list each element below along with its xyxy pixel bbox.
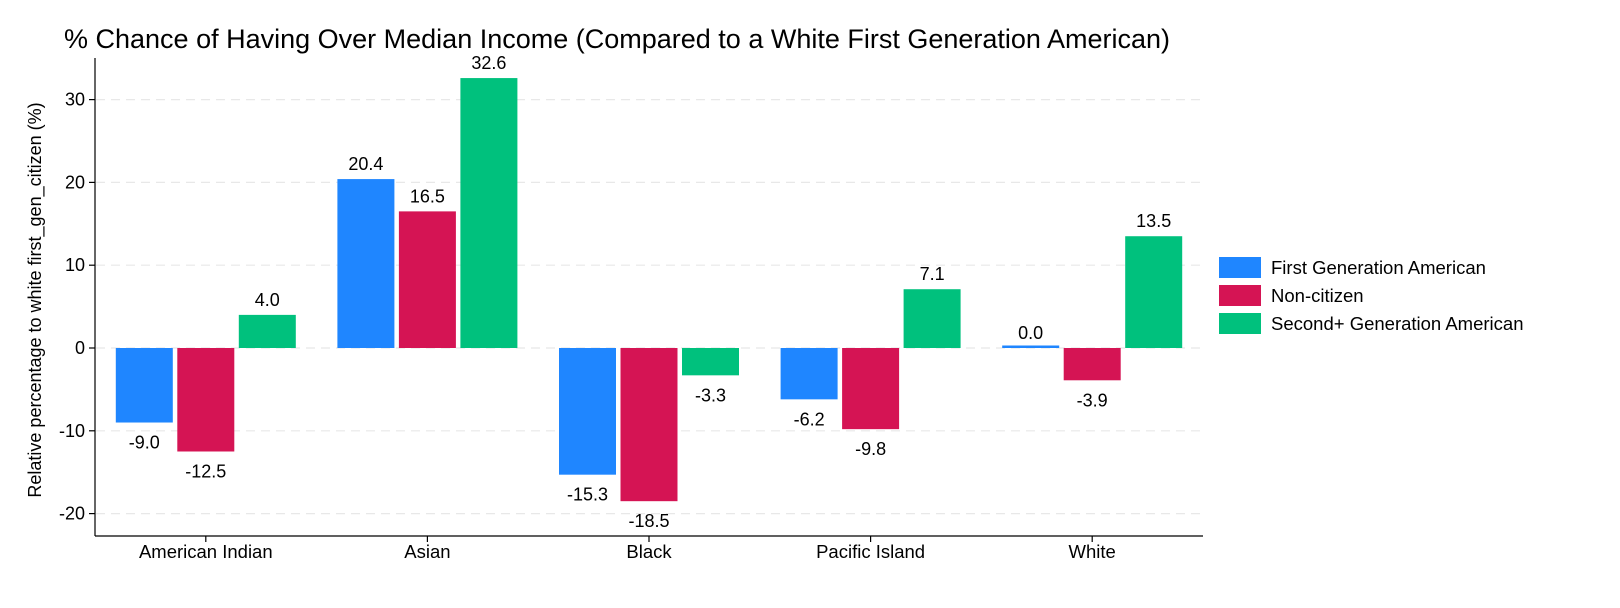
- bar: [1125, 236, 1183, 348]
- y-tick-label: 0: [75, 338, 85, 358]
- data-label: -18.5: [628, 511, 669, 531]
- bar: [115, 348, 173, 423]
- data-label: 32.6: [471, 53, 506, 73]
- legend-swatch: [1219, 313, 1261, 334]
- data-label: -9.8: [855, 439, 886, 459]
- data-label: -15.3: [567, 485, 608, 505]
- data-label: 4.0: [255, 290, 280, 310]
- data-label: 0.0: [1018, 323, 1043, 343]
- data-label: 13.5: [1136, 211, 1171, 231]
- data-label: -3.9: [1077, 390, 1108, 410]
- x-tick-label: Pacific Island: [816, 541, 925, 562]
- bar: [177, 348, 235, 452]
- axes: -20 -10 0 10 20 30 American Indian Asian Black Pa…: [59, 58, 1203, 562]
- bar: [842, 348, 900, 430]
- bar: [1002, 345, 1060, 348]
- legend-swatch: [1219, 257, 1261, 278]
- chart-title: % Chance of Having Over Median Income (C…: [64, 24, 1170, 54]
- bar: [682, 348, 739, 376]
- y-axis-label: Relative percentage to white first_gen_c…: [25, 102, 46, 497]
- y-tick-label: 10: [65, 255, 85, 275]
- y-tick-label: -10: [59, 421, 85, 441]
- data-label: 20.4: [348, 154, 383, 174]
- data-label: 7.1: [920, 264, 945, 284]
- legend-label: Second+ Generation American: [1271, 313, 1523, 334]
- bar: [337, 179, 395, 348]
- bar: [460, 78, 518, 349]
- bar: [559, 348, 616, 475]
- legend-label: First Generation American: [1271, 257, 1486, 278]
- y-tick-label: 30: [65, 90, 85, 110]
- bar: [238, 314, 296, 348]
- bar: [398, 211, 456, 348]
- bar: [780, 348, 838, 400]
- x-tick-label: American Indian: [139, 541, 273, 562]
- legend-swatch: [1219, 285, 1261, 306]
- data-labels: -9.0 -12.5 4.0 20.4 16.5 32.6 -15.3 -18.5 -3.3 -6…: [129, 53, 1171, 531]
- x-tick-label: White: [1069, 541, 1116, 562]
- data-label: -6.2: [794, 409, 825, 429]
- data-label: 16.5: [410, 186, 445, 206]
- legend-label: Non-citizen: [1271, 285, 1364, 306]
- bars: [115, 78, 1183, 502]
- y-tick-label: -20: [59, 504, 85, 524]
- bar: [903, 289, 961, 348]
- data-label: -9.0: [129, 433, 160, 453]
- data-label: -12.5: [185, 462, 226, 482]
- x-tick-label: Asian: [404, 541, 450, 562]
- data-label: -3.3: [695, 385, 726, 405]
- bar: [1063, 348, 1121, 381]
- y-tick-label: 20: [65, 172, 85, 192]
- legend: First Generation American Non-citizen Seco…: [1219, 257, 1523, 334]
- x-tick-label: Black: [626, 541, 672, 562]
- bar: [620, 348, 678, 502]
